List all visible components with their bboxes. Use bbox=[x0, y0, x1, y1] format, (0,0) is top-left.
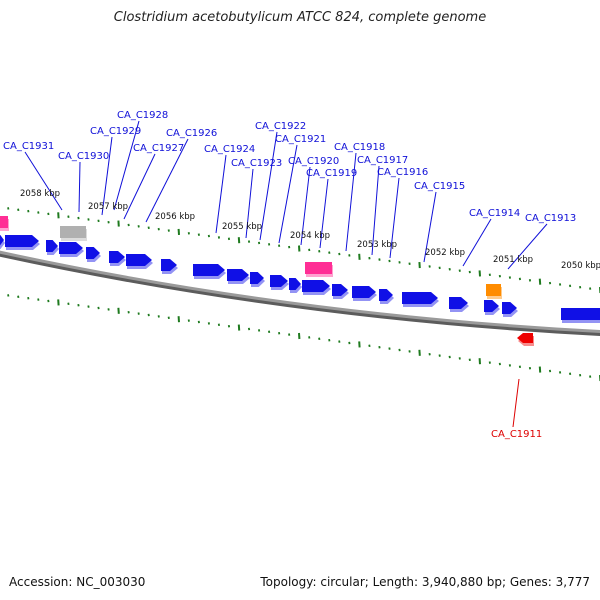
backbone-shadow bbox=[0, 251, 600, 336]
gene-label: CA_C1921 bbox=[275, 134, 326, 145]
gene-label: CA_C1913 bbox=[525, 213, 576, 224]
genome-backbone bbox=[0, 250, 600, 333]
label-leader-line bbox=[101, 136, 113, 216]
feature-arrow bbox=[379, 289, 393, 301]
feature-arrow bbox=[0, 234, 4, 246]
gene-label: CA_C1926 bbox=[166, 128, 217, 139]
feature-arrow bbox=[302, 280, 330, 292]
feature-arrow bbox=[305, 262, 332, 274]
feature-arrow bbox=[561, 308, 600, 320]
feature-arrow bbox=[402, 292, 438, 304]
gene-label: CA_C1920 bbox=[288, 156, 339, 167]
label-leader-line bbox=[245, 168, 254, 239]
label-leader-line bbox=[78, 161, 81, 213]
label-leader-line bbox=[215, 154, 227, 234]
label-leader-line bbox=[319, 178, 329, 249]
label-leader-line bbox=[462, 218, 492, 267]
feature-arrow bbox=[449, 297, 468, 309]
map-title: Clostridium acetobutylicum ATCC 824, com… bbox=[113, 10, 487, 25]
scale-label: 2057 kbp bbox=[88, 202, 128, 212]
label-leader-line bbox=[145, 138, 189, 223]
feature-arrow bbox=[289, 278, 301, 290]
feature-arrow bbox=[250, 272, 264, 284]
feature-arrow bbox=[502, 302, 517, 314]
gene-labels: CA_C1931 CA_C1930 CA_C1929 CA_C1928 CA_C1927… bbox=[3, 110, 576, 440]
feature-arrow bbox=[5, 235, 39, 247]
scale-labels: 2058 kbp 2057 kbp 2056 kbp 2055 kbp 2054 kbp… bbox=[20, 189, 600, 271]
feature-arrow bbox=[352, 286, 376, 298]
feature-arrow bbox=[59, 242, 83, 254]
scale-label: 2051 kbp bbox=[493, 255, 533, 265]
feature-arrow bbox=[332, 284, 348, 296]
feature-arrow bbox=[486, 284, 501, 296]
feature-arrow bbox=[227, 269, 249, 281]
gene-label: CA_C1931 bbox=[3, 141, 54, 152]
feature-arrow bbox=[0, 216, 8, 228]
feature-arrow bbox=[517, 333, 533, 343]
scale-label: 2058 kbp bbox=[20, 189, 60, 199]
label-leader-line bbox=[113, 120, 140, 211]
label-leader-line bbox=[423, 191, 437, 263]
gene-label: CA_C1927 bbox=[133, 143, 184, 154]
feature-arrow bbox=[193, 264, 225, 276]
label-leader-line bbox=[345, 152, 357, 252]
label-leader-line bbox=[259, 131, 278, 241]
feature-track bbox=[0, 216, 600, 346]
scale-label: 2050 kbp bbox=[561, 261, 600, 271]
gene-label: CA_C1923 bbox=[231, 158, 282, 169]
gene-label: CA_C1914 bbox=[469, 208, 520, 219]
label-leader-line bbox=[389, 177, 400, 259]
gene-label: CA_C1916 bbox=[377, 167, 428, 178]
label-leaders bbox=[24, 120, 548, 428]
gene-label: CA_C1919 bbox=[306, 168, 357, 179]
scale-label: 2056 kbp bbox=[155, 212, 195, 222]
label-leader-line bbox=[278, 144, 298, 244]
scale-label: 2052 kbp bbox=[425, 248, 465, 258]
gene-label: CA_C1915 bbox=[414, 181, 465, 192]
label-leader-line bbox=[371, 165, 380, 256]
gene-label: CA_C1922 bbox=[255, 121, 306, 132]
topology-text: Topology: circular; Length: 3,940,880 bp… bbox=[260, 575, 590, 589]
feature-arrow bbox=[484, 300, 499, 312]
scale-label: 2053 kbp bbox=[357, 240, 397, 250]
gene-label: CA_C1930 bbox=[58, 151, 109, 162]
gene-label: CA_C1917 bbox=[357, 155, 408, 166]
label-leader-line bbox=[300, 166, 311, 246]
label-leader-line bbox=[512, 378, 520, 428]
feature-arrow bbox=[161, 259, 177, 271]
label-leader-line bbox=[24, 151, 63, 211]
gene-label: CA_C1929 bbox=[90, 126, 141, 137]
feature-arrow bbox=[270, 275, 288, 287]
feature-arrow bbox=[46, 240, 58, 252]
scale-label: 2054 kbp bbox=[290, 231, 330, 241]
label-leader-line bbox=[507, 223, 548, 270]
feature-arrow bbox=[109, 251, 125, 263]
accession-text: Accession: NC_003030 bbox=[9, 575, 146, 589]
feature-arrow bbox=[126, 254, 152, 266]
outer-tick-ring bbox=[7, 207, 600, 294]
scale-label: 2055 kbp bbox=[222, 222, 262, 232]
feature-arrow bbox=[86, 247, 100, 259]
gene-label: CA_C1924 bbox=[204, 144, 255, 155]
inner-tick-ring bbox=[7, 294, 600, 382]
gene-label: CA_C1928 bbox=[117, 110, 168, 121]
gene-label: CA_C1918 bbox=[334, 142, 385, 153]
gene-label: CA_C1911 bbox=[491, 429, 542, 440]
feature-arrow bbox=[60, 226, 86, 238]
label-leader-line bbox=[123, 153, 156, 220]
